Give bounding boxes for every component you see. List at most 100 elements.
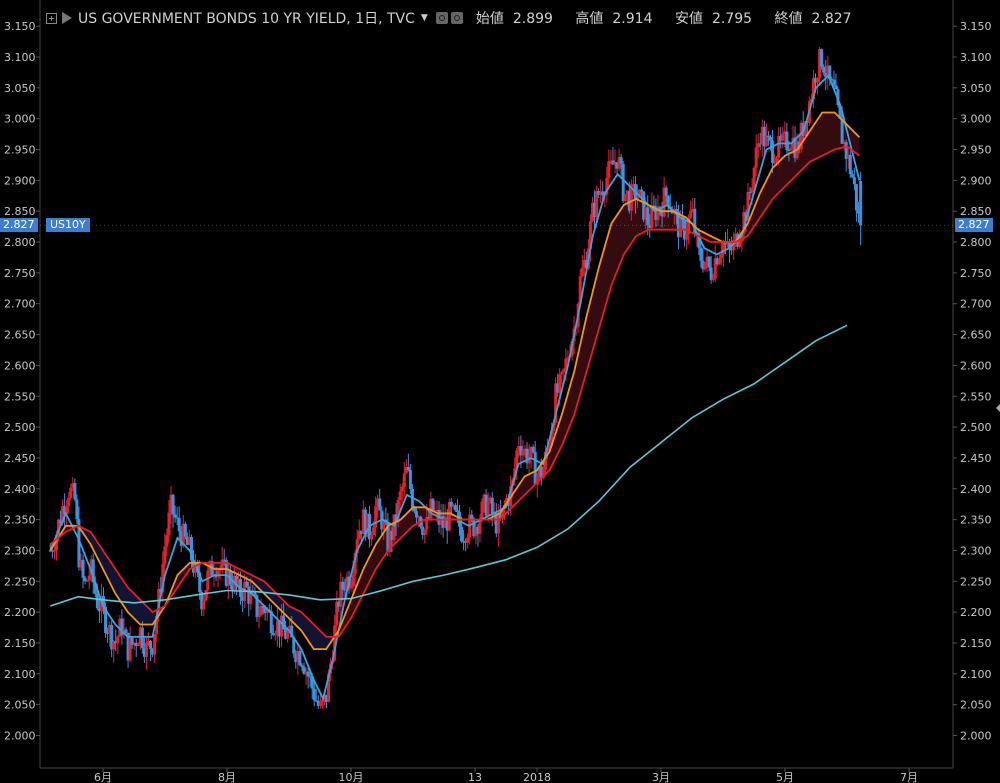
candle-body xyxy=(292,637,296,654)
candle-body xyxy=(130,637,134,645)
candle-body xyxy=(648,225,652,228)
candle-body xyxy=(480,501,484,520)
symbol-title[interactable]: US GOVERNMENT BONDS 10 YR YIELD, 1日, TVC xyxy=(78,11,415,27)
candle-body xyxy=(89,559,93,576)
candle-body xyxy=(402,473,406,487)
ytick-label-right: 2.100 xyxy=(960,668,992,681)
candle-body xyxy=(617,157,621,169)
candle-body xyxy=(337,601,341,607)
candle-body xyxy=(685,233,689,240)
ytick-label-right: 2.300 xyxy=(960,544,992,557)
candle-body xyxy=(61,506,65,524)
candle-body xyxy=(793,137,797,159)
ytick-label-right: 2.800 xyxy=(960,236,992,249)
candle-body xyxy=(128,637,132,661)
candle-body xyxy=(277,620,281,637)
candle-body xyxy=(750,188,754,193)
candle-body xyxy=(515,450,519,469)
candle-body xyxy=(464,541,468,543)
candle-body xyxy=(429,498,433,519)
candle-body xyxy=(398,491,402,501)
right-price-tag: 2.827 xyxy=(955,218,993,232)
candle-body xyxy=(310,676,314,689)
candle-body xyxy=(322,694,326,700)
candle-body xyxy=(202,600,206,610)
candle-body xyxy=(533,451,537,485)
candle-body xyxy=(562,368,566,373)
candle-body xyxy=(427,517,431,519)
candle-body xyxy=(171,494,175,515)
ytick-label-right: 2.050 xyxy=(960,699,992,712)
candle-body xyxy=(766,135,770,137)
candle-body xyxy=(320,699,324,703)
candle-body xyxy=(625,190,629,194)
candle-body xyxy=(269,611,273,634)
candle-body xyxy=(852,177,856,185)
ytick-label-left: 2.300 xyxy=(4,544,36,557)
candle-body xyxy=(623,193,627,201)
candle-body xyxy=(77,519,81,568)
candle-body xyxy=(126,632,130,661)
candle-body xyxy=(406,467,410,471)
visibility-icon[interactable] xyxy=(435,12,448,24)
candle-body xyxy=(196,562,200,573)
candle-body xyxy=(376,498,380,507)
ohlc-values: 始値 2.899 高値 2.914 安値 2.795 終値 2.827 xyxy=(476,8,870,28)
candle-body xyxy=(392,514,396,540)
settings-icon[interactable] xyxy=(450,12,463,24)
candle-body xyxy=(226,570,230,586)
chevron-down-icon[interactable]: ▼ xyxy=(420,13,428,23)
candle-body xyxy=(396,500,400,523)
candle-body xyxy=(519,446,523,456)
left-price-tag: 2.827 xyxy=(0,218,38,232)
ytick-label-left: 2.700 xyxy=(4,298,36,311)
candle-body xyxy=(167,512,171,536)
candle-body xyxy=(595,190,599,218)
flag-icon[interactable] xyxy=(62,12,72,24)
ma-line-3 xyxy=(49,145,860,638)
candle-body xyxy=(255,595,259,618)
candle-body xyxy=(758,143,762,145)
candle-body xyxy=(560,372,564,375)
scroll-right-arrow-icon[interactable] xyxy=(996,404,1000,412)
candle-body xyxy=(492,512,496,516)
candle-body xyxy=(282,615,286,630)
candle-body xyxy=(112,641,116,650)
candle-body xyxy=(81,559,85,578)
candle-body xyxy=(194,562,198,573)
candle-body xyxy=(325,694,329,703)
candle-body xyxy=(169,494,173,513)
candle-body xyxy=(599,191,603,195)
candle-body xyxy=(441,515,445,528)
xtick-label: 10月 xyxy=(339,771,364,783)
candle-body xyxy=(773,162,777,164)
candle-body xyxy=(155,616,159,635)
candle-body xyxy=(656,206,660,220)
candle-body xyxy=(580,267,584,277)
candle-body xyxy=(822,66,826,73)
candle-body xyxy=(529,446,533,458)
candle-body xyxy=(443,517,447,528)
candle-body xyxy=(408,470,412,490)
candle-body xyxy=(613,161,617,165)
candle-body xyxy=(91,559,95,583)
candle-body xyxy=(809,99,813,102)
candle-body xyxy=(116,636,120,644)
candle-body xyxy=(607,161,611,178)
ytick-label-right: 2.250 xyxy=(960,575,992,588)
ytick-label-left: 2.500 xyxy=(4,421,36,434)
candle-body xyxy=(746,191,750,221)
ytick-label-right: 2.900 xyxy=(960,174,992,187)
candle-body xyxy=(828,65,832,80)
candle-body xyxy=(719,253,723,258)
candle-body xyxy=(343,589,347,591)
candle-body xyxy=(404,467,408,474)
candle-body xyxy=(814,78,818,83)
expand-icon[interactable] xyxy=(46,12,57,24)
ytick-label-right: 2.350 xyxy=(960,514,992,527)
candle-body xyxy=(564,358,568,369)
candle-body xyxy=(341,581,345,590)
candle-body xyxy=(627,190,631,211)
candle-body xyxy=(541,469,545,478)
